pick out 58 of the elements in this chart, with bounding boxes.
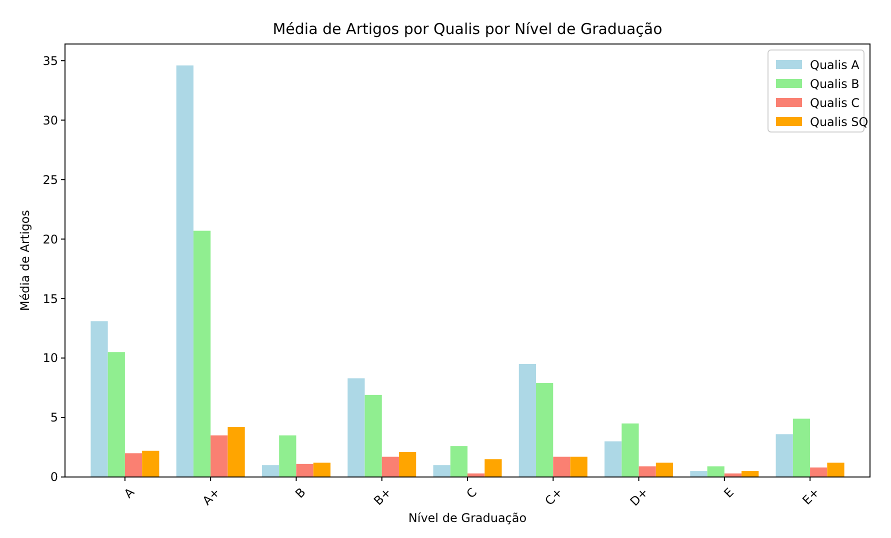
bar [262, 465, 280, 477]
bar [450, 446, 468, 477]
bar [210, 435, 228, 477]
bar [382, 456, 399, 477]
bar [776, 434, 793, 477]
bar [553, 456, 570, 477]
bar [792, 418, 810, 477]
legend-label: Qualis C [810, 96, 860, 110]
bar [142, 450, 160, 477]
bar [707, 466, 724, 477]
x-tick-label: C [464, 485, 480, 501]
bar [124, 453, 142, 477]
chart-title: Média de Artigos por Qualis por Nível de Graduação [272, 20, 662, 38]
bar [622, 423, 639, 477]
bar [484, 459, 502, 477]
legend-label: Qualis A [810, 58, 860, 72]
bar [638, 466, 656, 477]
bar [279, 435, 296, 477]
bar [690, 471, 708, 477]
bar [570, 456, 588, 477]
x-tick-label: D+ [627, 485, 651, 509]
y-tick-label: 35 [42, 54, 58, 68]
bar [810, 467, 828, 477]
y-tick-label: 30 [42, 113, 58, 128]
bar [228, 427, 245, 477]
x-tick-label: C+ [542, 485, 566, 508]
bar [193, 230, 211, 477]
bar [364, 394, 382, 477]
x-tick-label: B+ [371, 485, 394, 508]
y-tick-label: 5 [50, 410, 58, 425]
bar [536, 383, 554, 477]
bar [398, 452, 416, 477]
x-tick-label: E+ [800, 485, 822, 508]
bar [433, 465, 450, 477]
x-axis-title: Nível de Graduação [408, 511, 527, 525]
x-tick-label: E [721, 485, 736, 500]
bar [742, 471, 759, 477]
y-tick-label: 25 [42, 172, 58, 187]
x-tick-label: A [121, 484, 138, 501]
y-tick-label: 0 [50, 470, 58, 484]
y-tick-label: 15 [42, 292, 58, 306]
bar [176, 65, 194, 477]
y-tick-label: 20 [42, 232, 58, 246]
y-axis-title: Média de Artigos [18, 210, 32, 312]
legend-label: Qualis B [810, 77, 860, 92]
bar [313, 462, 330, 477]
y-tick-label: 10 [42, 351, 58, 366]
x-tick-label: A+ [200, 485, 223, 508]
bar [656, 462, 674, 477]
bar [296, 464, 314, 477]
bar [827, 462, 844, 477]
legend-label: Qualis SQ [810, 115, 868, 130]
bar [348, 378, 365, 477]
bar [604, 441, 622, 477]
bar [108, 352, 125, 477]
bar [90, 321, 108, 477]
x-tick-label: B [292, 485, 308, 501]
bar [518, 364, 536, 477]
